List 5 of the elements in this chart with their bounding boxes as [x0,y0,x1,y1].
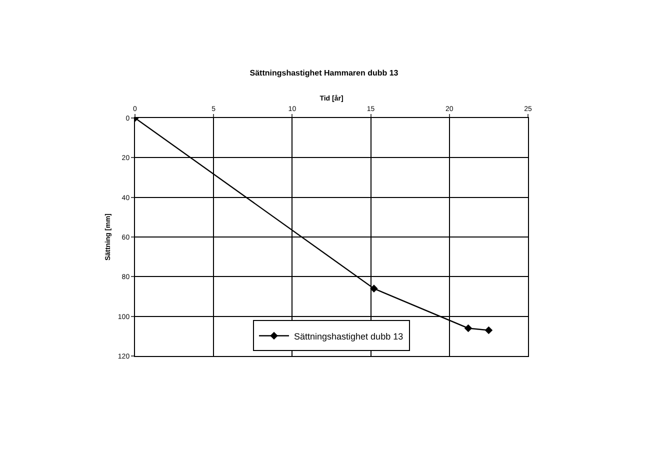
point [370,284,378,292]
legend-label: Sättningshastighet dubb 13 [294,331,404,342]
point [484,326,493,334]
chart-title: Sättningshastighet Hammaren dubb 13 [250,68,399,78]
point [464,324,472,332]
